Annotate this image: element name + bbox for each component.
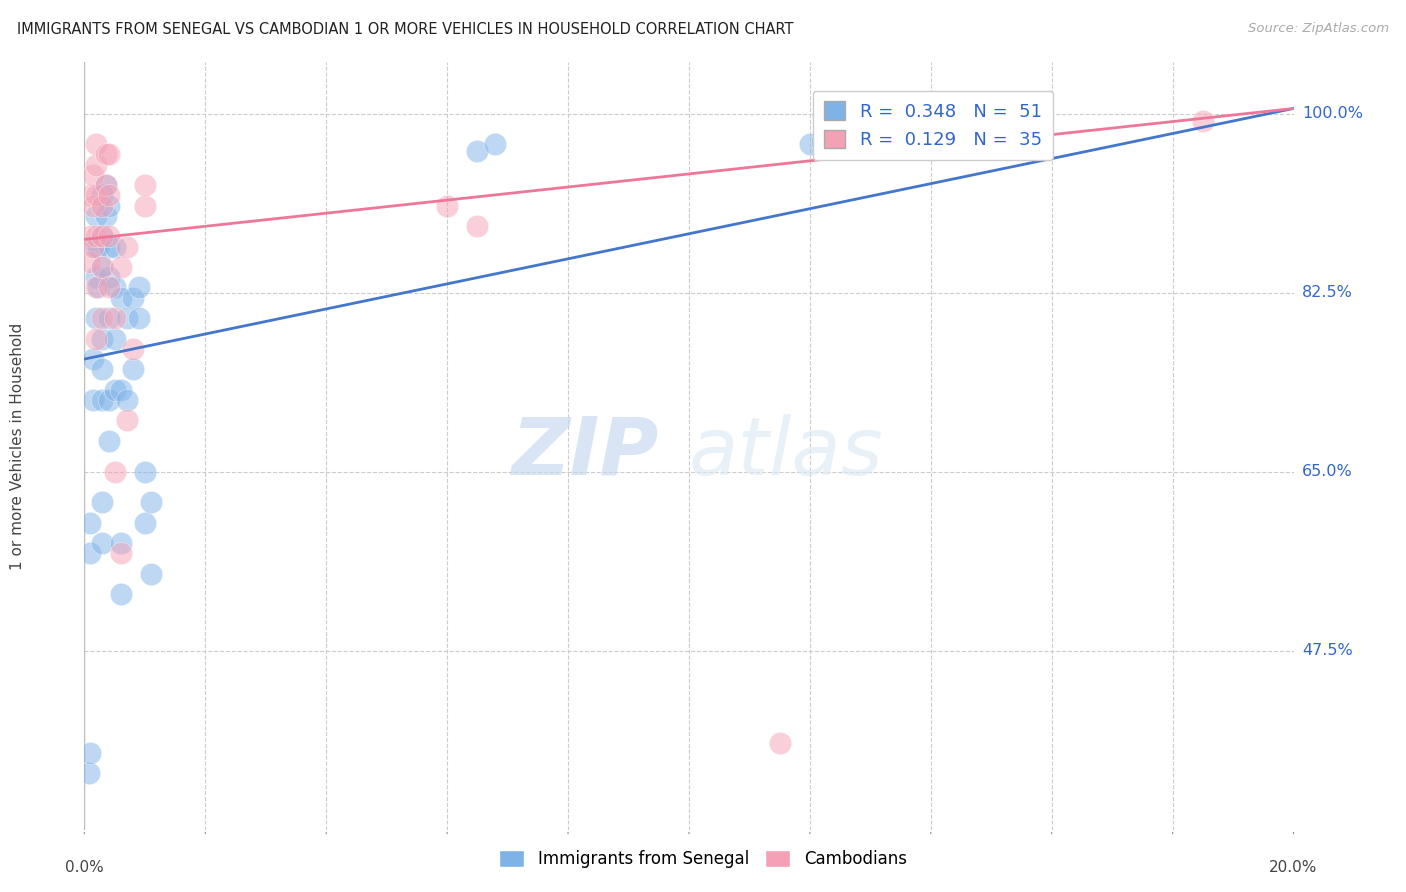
Point — [86, 332, 108, 346]
Point — [86, 239, 108, 253]
Point — [97, 229, 120, 244]
Text: ZIP: ZIP — [512, 414, 659, 491]
Text: 65.0%: 65.0% — [1302, 464, 1353, 479]
Point — [134, 465, 156, 479]
Point — [97, 199, 120, 213]
Point — [79, 229, 101, 244]
Point — [115, 311, 138, 326]
Text: 1 or more Vehicles in Household: 1 or more Vehicles in Household — [10, 322, 25, 570]
Point — [97, 392, 120, 407]
Point — [115, 392, 138, 407]
Point — [82, 392, 104, 407]
Point — [769, 736, 792, 750]
Point — [110, 383, 132, 397]
Point — [121, 342, 143, 356]
Point — [79, 188, 101, 202]
Point — [799, 137, 821, 152]
Point — [79, 516, 101, 530]
Point — [79, 255, 101, 269]
Point — [104, 311, 127, 326]
Point — [104, 465, 127, 479]
Point — [77, 766, 100, 780]
Text: 20.0%: 20.0% — [1270, 860, 1317, 875]
Point — [104, 280, 127, 294]
Point — [91, 199, 114, 213]
Point — [91, 362, 114, 376]
Point — [484, 137, 506, 152]
Point — [97, 188, 120, 202]
Point — [91, 392, 114, 407]
Point — [91, 260, 114, 274]
Point — [97, 239, 120, 253]
Point — [91, 188, 114, 202]
Point — [97, 311, 120, 326]
Point — [91, 311, 114, 326]
Point — [86, 158, 108, 172]
Point — [86, 229, 108, 244]
Point — [115, 413, 138, 427]
Point — [139, 566, 162, 581]
Point — [91, 260, 114, 274]
Point — [82, 239, 104, 253]
Point — [110, 291, 132, 305]
Point — [94, 209, 117, 223]
Point — [110, 546, 132, 560]
Point — [980, 132, 1002, 146]
Text: 47.5%: 47.5% — [1302, 643, 1353, 658]
Point — [94, 178, 117, 193]
Point — [86, 137, 108, 152]
Point — [86, 280, 108, 294]
Point — [86, 311, 108, 326]
Point — [104, 239, 127, 253]
Point — [139, 495, 162, 509]
Point — [97, 280, 120, 294]
Point — [91, 229, 114, 244]
Point — [94, 178, 117, 193]
Text: atlas: atlas — [689, 414, 884, 491]
Legend: R =  0.348   N =  51, R =  0.129   N =  35: R = 0.348 N = 51, R = 0.129 N = 35 — [813, 91, 1053, 160]
Point — [86, 239, 108, 253]
Point — [110, 587, 132, 601]
Point — [97, 270, 120, 285]
Point — [86, 209, 108, 223]
Point — [121, 291, 143, 305]
Point — [134, 178, 156, 193]
Text: Source: ZipAtlas.com: Source: ZipAtlas.com — [1249, 22, 1389, 36]
Point — [82, 168, 104, 182]
Text: 0.0%: 0.0% — [65, 860, 104, 875]
Point — [128, 280, 150, 294]
Point — [94, 147, 117, 161]
Point — [79, 546, 101, 560]
Point — [86, 188, 108, 202]
Point — [467, 219, 489, 233]
Point — [1192, 113, 1215, 128]
Point — [82, 199, 104, 213]
Point — [134, 199, 156, 213]
Point — [79, 746, 101, 760]
Point — [82, 352, 104, 367]
Point — [110, 536, 132, 550]
Point — [91, 536, 114, 550]
Point — [86, 270, 108, 285]
Point — [91, 229, 114, 244]
Text: 82.5%: 82.5% — [1302, 285, 1353, 300]
Text: IMMIGRANTS FROM SENEGAL VS CAMBODIAN 1 OR MORE VEHICLES IN HOUSEHOLD CORRELATION: IMMIGRANTS FROM SENEGAL VS CAMBODIAN 1 O… — [17, 22, 793, 37]
Point — [121, 362, 143, 376]
Point — [110, 260, 132, 274]
Point — [86, 280, 108, 294]
Point — [91, 495, 114, 509]
Point — [467, 145, 489, 159]
Point — [97, 434, 120, 448]
Point — [436, 199, 458, 213]
Point — [97, 147, 120, 161]
Point — [91, 332, 114, 346]
Point — [134, 516, 156, 530]
Legend: Immigrants from Senegal, Cambodians: Immigrants from Senegal, Cambodians — [492, 843, 914, 875]
Point — [115, 239, 138, 253]
Text: 100.0%: 100.0% — [1302, 106, 1362, 121]
Point — [104, 383, 127, 397]
Point — [128, 311, 150, 326]
Point — [811, 135, 834, 149]
Point — [104, 332, 127, 346]
